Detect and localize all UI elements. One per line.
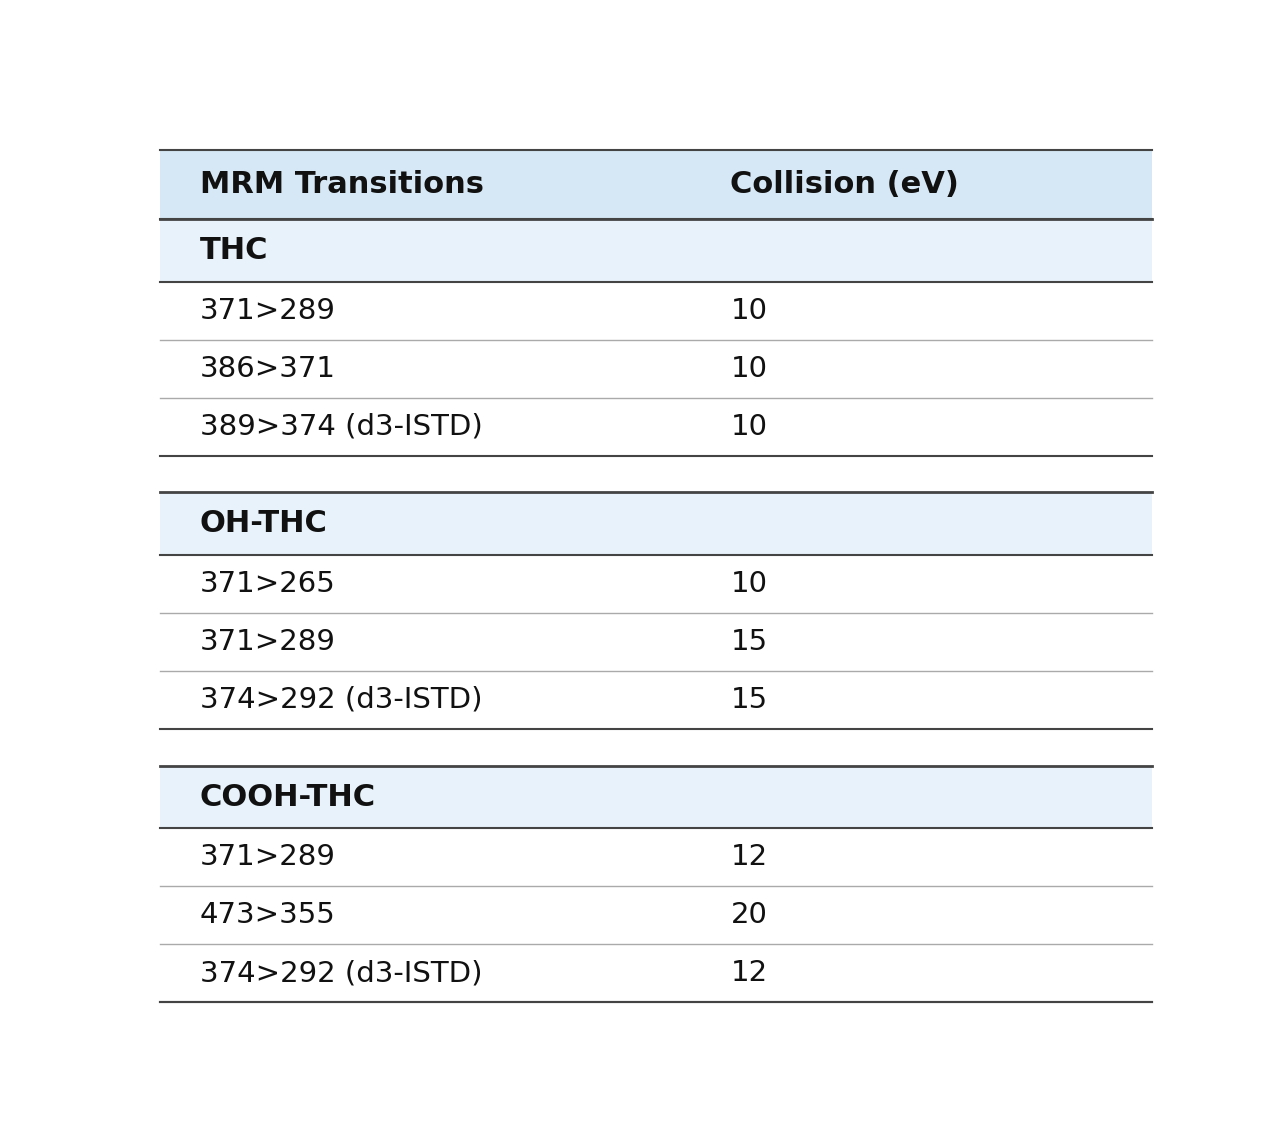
Text: THC: THC [200, 236, 269, 265]
Text: COOH-THC: COOH-THC [200, 783, 376, 811]
Text: 374>292 (d3-ISTD): 374>292 (d3-ISTD) [200, 960, 483, 987]
Bar [160, 729, 1152, 766]
Bar [160, 398, 1152, 455]
Text: 473>355: 473>355 [200, 901, 335, 929]
Text: 386>371: 386>371 [200, 355, 335, 382]
Text: MRM Transitions: MRM Transitions [200, 170, 484, 200]
Bar [160, 282, 1152, 340]
Text: 10: 10 [731, 355, 768, 382]
Bar [160, 493, 1152, 555]
Bar [160, 828, 1152, 887]
Text: 15: 15 [731, 686, 768, 714]
Bar [160, 151, 1152, 219]
Bar [160, 613, 1152, 671]
Bar [160, 945, 1152, 1002]
Text: 10: 10 [731, 570, 768, 598]
Text: 12: 12 [731, 843, 768, 872]
Text: 20: 20 [731, 901, 767, 929]
Text: 10: 10 [731, 297, 768, 325]
Text: 374>292 (d3-ISTD): 374>292 (d3-ISTD) [200, 686, 483, 714]
Text: 389>374 (d3-ISTD): 389>374 (d3-ISTD) [200, 413, 483, 440]
Text: 10: 10 [731, 413, 768, 440]
Text: 371>289: 371>289 [200, 843, 335, 872]
Bar [160, 455, 1152, 493]
Bar [160, 766, 1152, 828]
Bar [160, 555, 1152, 613]
Text: 371>289: 371>289 [200, 628, 335, 656]
Text: 371>265: 371>265 [200, 570, 335, 598]
Bar [160, 340, 1152, 398]
Text: Collision (eV): Collision (eV) [731, 170, 959, 200]
Text: 371>289: 371>289 [200, 297, 335, 325]
Text: 12: 12 [731, 960, 768, 987]
Bar [160, 887, 1152, 945]
Bar [160, 219, 1152, 282]
Bar [160, 671, 1152, 729]
Text: OH-THC: OH-THC [200, 509, 328, 539]
Text: 15: 15 [731, 628, 768, 656]
